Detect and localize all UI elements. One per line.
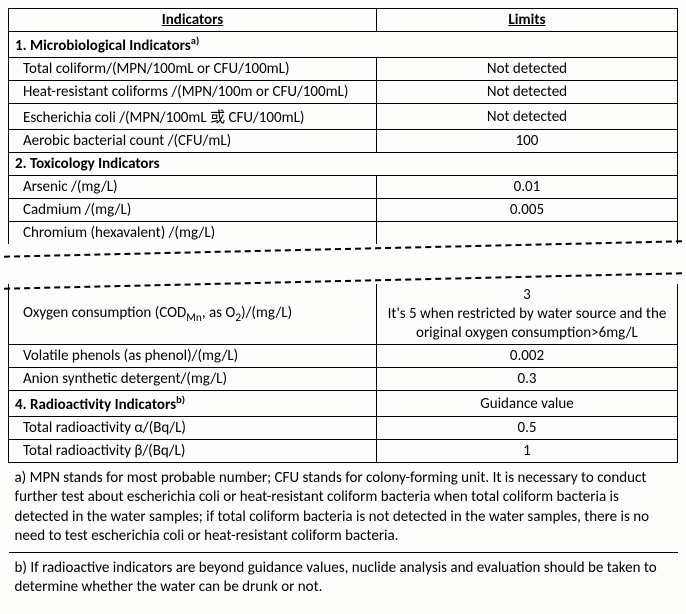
indicator-label: Heat-resistant coliforms /(MPN/100m or C… (9, 81, 377, 104)
table-row: Escherichia coli /(MPN/100mL 或 CFU/100mL… (9, 104, 678, 130)
oxygen-label-post: )/(mg/L) (241, 304, 292, 322)
table-row: Total radioactivity β/(Bq/L) 1 (9, 440, 678, 463)
table-row: Aerobic bacterial count /(CFU/mL) 100 (9, 130, 678, 153)
indicator-limit: Not detected (376, 58, 677, 81)
section-1-title: 1. Microbiological Indicators (15, 37, 191, 55)
indicator-limit: 0.005 (376, 199, 677, 222)
indicator-limit: Not detected (376, 81, 677, 104)
footnote-a: a) MPN stands for most probable number; … (9, 463, 678, 553)
table-row: Total coliform/(MPN/100mL or CFU/100mL) … (9, 58, 678, 81)
indicator-label: Total coliform/(MPN/100mL or CFU/100mL) (9, 58, 377, 81)
oxygen-label-pre: Oxygen consumption (COD (23, 304, 186, 322)
section-4-header: 4. Radioactivity Indicatorsb) Guidance v… (9, 391, 678, 417)
indicator-limit: 0.5 (376, 417, 677, 440)
tear-line-top (4, 240, 682, 257)
indicator-limit: 0.002 (376, 345, 677, 368)
indicator-label: Oxygen consumption (CODMn, as O2)/(mg/L) (9, 284, 377, 345)
indicator-label: Total radioactivity α/(Bq/L) (9, 417, 377, 440)
table-row: Arsenic /(mg/L) 0.01 (9, 176, 678, 199)
header-indicators: Indicators (9, 9, 377, 32)
footnote-a-row: a) MPN stands for most probable number; … (9, 463, 678, 553)
indicator-label: Arsenic /(mg/L) (9, 176, 377, 199)
indicator-limit: 0.01 (376, 176, 677, 199)
indicator-label: Escherichia coli /(MPN/100mL 或 CFU/100mL… (9, 104, 377, 130)
water-standards-table: Indicators Limits 1. Microbiological Ind… (8, 8, 678, 244)
oxygen-sub-mn: Mn (186, 311, 202, 325)
indicator-label: Cadmium /(mg/L) (9, 199, 377, 222)
indicator-limit: 1 (376, 440, 677, 463)
oxygen-limit-2: It's 5 when restricted by water source a… (383, 305, 671, 343)
indicator-label: Aerobic bacterial count /(CFU/mL) (9, 130, 377, 153)
section-4-title: 4. Radioactivity Indicators (15, 396, 176, 414)
section-2-header: 2. Toxicology Indicators (9, 153, 678, 176)
indicator-limit: 3 It's 5 when restricted by water source… (376, 284, 677, 345)
table-row: Volatile phenols (as phenol)/(mg/L) 0.00… (9, 345, 678, 368)
indicator-limit: 0.3 (376, 368, 677, 391)
header-row: Indicators Limits (9, 9, 678, 32)
table-row: Oxygen consumption (CODMn, as O2)/(mg/L)… (9, 284, 678, 345)
table-row: Total radioactivity α/(Bq/L) 0.5 (9, 417, 678, 440)
page-tear (8, 242, 678, 286)
table-row: Cadmium /(mg/L) 0.005 (9, 199, 678, 222)
footnote-b-row: b) If radioactive indicators are beyond … (9, 553, 678, 604)
section-2-title: 2. Toxicology Indicators (9, 153, 678, 176)
indicator-label: Total radioactivity β/(Bq/L) (9, 440, 377, 463)
indicator-limit: 100 (376, 130, 677, 153)
header-limits: Limits (376, 9, 677, 32)
table-row: Anion synthetic detergent/(mg/L) 0.3 (9, 368, 678, 391)
indicator-limit: Not detected (376, 104, 677, 130)
table-row: Chromium (hexavalent) /(mg/L) (9, 222, 678, 245)
table-row: Heat-resistant coliforms /(MPN/100m or C… (9, 81, 678, 104)
indicator-label: Chromium (hexavalent) /(mg/L) (9, 222, 377, 245)
section-4-sup: b) (176, 393, 185, 406)
water-standards-table-lower: Oxygen consumption (CODMn, as O2)/(mg/L)… (8, 284, 678, 603)
section-1-header: 1. Microbiological Indicatorsa) (9, 32, 678, 58)
indicator-label: Anion synthetic detergent/(mg/L) (9, 368, 377, 391)
oxygen-limit-1: 3 (383, 286, 671, 305)
oxygen-label-mid: , as O (202, 304, 236, 322)
footnote-b: b) If radioactive indicators are beyond … (9, 553, 678, 604)
section-1-sup: a) (191, 34, 199, 47)
guidance-value: Guidance value (376, 391, 677, 417)
indicator-label: Volatile phenols (as phenol)/(mg/L) (9, 345, 377, 368)
